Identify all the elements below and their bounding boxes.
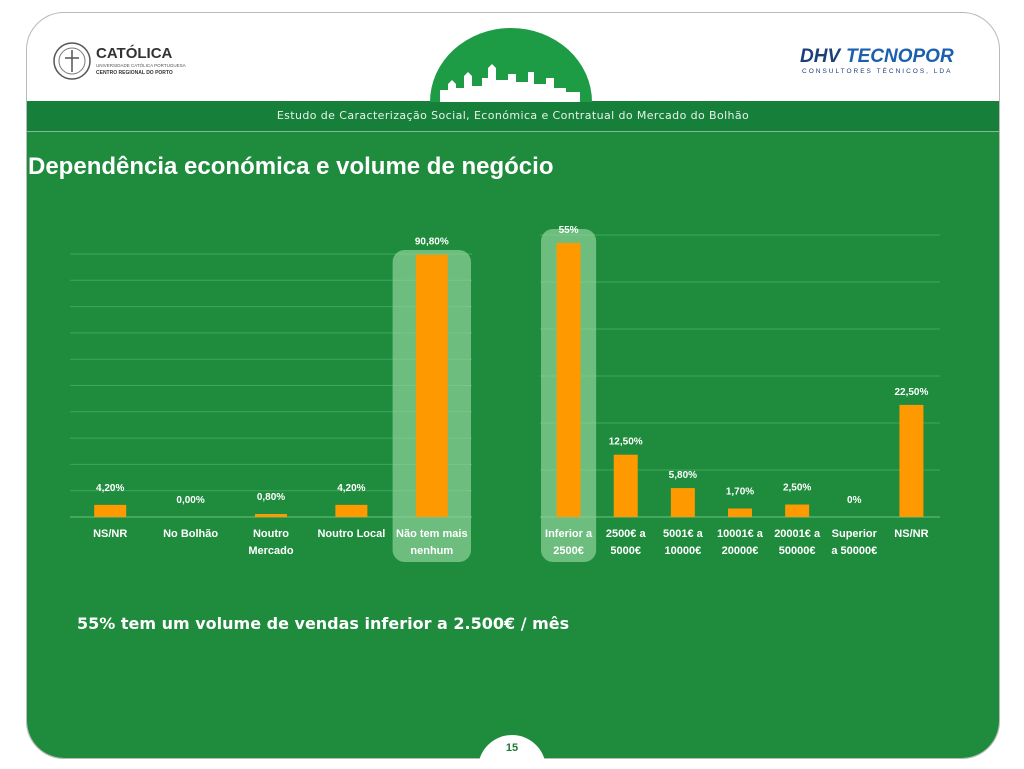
logo-right-dhv: DHV xyxy=(800,46,841,67)
logo-right-tecnopor: TECNOPOR xyxy=(846,46,954,67)
caption: 55% tem um volume de vendas inferior a 2… xyxy=(77,614,570,633)
logo-left-sub1: UNIVERSIDADE CATÓLICA PORTUGUESA xyxy=(96,62,186,68)
page-title: Dependência económica e volume de negóci… xyxy=(28,153,554,180)
logo-left-name: CATÓLICA xyxy=(96,44,173,62)
slide-frame: Estudo de Caracterização Social, Económi… xyxy=(26,12,1000,759)
porto-skyline-icon xyxy=(430,28,592,102)
banner: Estudo de Caracterização Social, Económi… xyxy=(27,101,999,132)
catolica-logo: CATÓLICA UNIVERSIDADE CATÓLICA PORTUGUES… xyxy=(53,42,186,80)
dhv-tecnopor-logo: DHV TECNOPOR CONSULTORES TÉCNICOS, LDA xyxy=(800,46,954,75)
banner-title: Estudo de Caracterização Social, Económi… xyxy=(276,109,750,122)
page-number: 15 xyxy=(505,742,519,754)
logo-right-sub: CONSULTORES TÉCNICOS, LDA xyxy=(802,66,952,75)
green-panel: Estudo de Caracterização Social, Económi… xyxy=(27,101,999,758)
logo-left-sub2: CENTRO REGIONAL DO PORTO xyxy=(96,70,173,76)
